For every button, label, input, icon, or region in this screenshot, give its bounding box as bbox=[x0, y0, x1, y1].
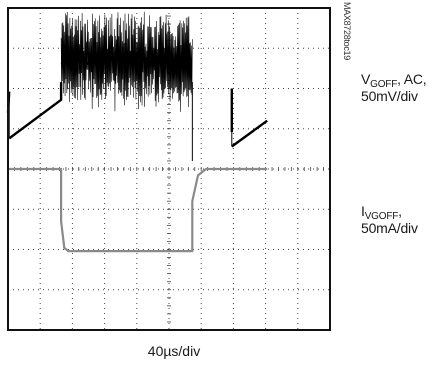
plot-frame bbox=[7, 7, 331, 331]
vgoff-trace-noise-band bbox=[60, 54, 193, 67]
series-label-vgoff-subscript: GOFF bbox=[370, 79, 398, 90]
series-label-ivgoff: IVGOFF, 50mA/div bbox=[361, 203, 418, 237]
series-label-ivgoff-subscript: VGOFF bbox=[364, 211, 399, 222]
series-label-vgoff: VGOFF, AC, 50mV/div bbox=[361, 71, 427, 105]
series-label-vgoff-suffix: , AC, bbox=[397, 71, 427, 87]
part-code-watermark: MAX8728toc19 bbox=[342, 2, 352, 60]
vgoff-trace-ramp bbox=[8, 82, 63, 140]
vgoff-trace-ramp bbox=[231, 119, 268, 148]
vgoff-trace-noise bbox=[60, 11, 193, 112]
series-scale-ivgoff: 50mA/div bbox=[361, 220, 418, 236]
series-label-vgoff-symbol: V bbox=[361, 71, 371, 87]
ivgoff-trace bbox=[8, 167, 268, 253]
traces bbox=[6, 11, 268, 253]
x-axis-label: 40µs/div bbox=[147, 343, 201, 359]
series-label-ivgoff-symbol: I bbox=[361, 203, 365, 219]
series-label-ivgoff-suffix: , bbox=[398, 203, 402, 219]
oscilloscope-screen bbox=[6, 7, 331, 331]
series-scale-vgoff: 50mV/div bbox=[361, 88, 418, 104]
